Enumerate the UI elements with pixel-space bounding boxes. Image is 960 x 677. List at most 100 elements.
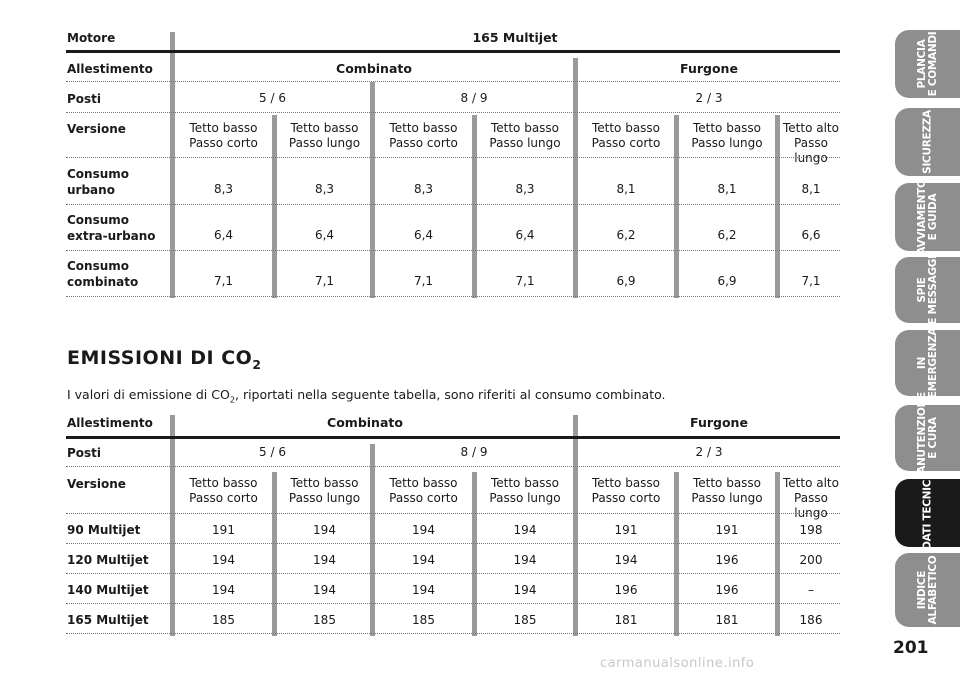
row-separator <box>66 296 840 297</box>
furgone-header: Furgone <box>690 415 748 430</box>
consumption-value: 6,2 <box>717 228 737 242</box>
emission-value: 194 <box>513 523 537 537</box>
furgone-header: Furgone <box>680 61 738 76</box>
row-label: Consumo <box>67 213 130 227</box>
version-cell: Tetto basso Passo corto <box>578 121 674 151</box>
column-divider <box>472 115 477 298</box>
version-cell: Tetto basso Passo lungo <box>277 476 372 506</box>
version-cell: Tetto basso Passo lungo <box>679 121 775 151</box>
version-cell: Tetto basso Passo lungo <box>477 121 573 151</box>
tab-plancia-e-comandi[interactable]: PLANCIA E COMANDI <box>895 30 960 98</box>
version-line: Tetto basso <box>189 121 258 135</box>
consumption-value: 6,2 <box>616 228 636 242</box>
version-line: Tetto basso <box>692 476 762 490</box>
version-line: Tetto basso <box>389 121 458 135</box>
tab-spie-e-messaggi[interactable]: SPIE E MESSAGGI <box>895 255 960 325</box>
column-divider <box>573 415 578 636</box>
consumption-value: 8,1 <box>717 182 737 196</box>
version-line: Passo corto <box>389 136 458 150</box>
emission-value: 194 <box>313 553 336 567</box>
emission-value: 194 <box>313 583 336 597</box>
posti-value: 2 / 3 <box>695 91 723 105</box>
row-separator <box>66 157 840 158</box>
version-line: Passo lungo <box>288 491 361 505</box>
row-separator <box>66 466 840 467</box>
tab-in-emergenza[interactable]: IN EMERGENZA <box>895 327 960 399</box>
version-cell: Tetto alto Passo lungo <box>780 121 842 166</box>
combinato-header: Combinato <box>327 415 403 430</box>
version-line: Passo lungo <box>691 491 763 505</box>
column-divider <box>170 32 175 298</box>
emission-value: 191 <box>715 523 739 537</box>
posti-value: 8 / 9 <box>460 91 488 105</box>
posti-value: 2 / 3 <box>695 445 723 459</box>
row-label: extra-urbano <box>67 229 156 243</box>
emission-value: 196 <box>715 583 739 597</box>
column-divider <box>370 444 375 636</box>
emission-value: 181 <box>614 613 638 627</box>
row-label: 90 Multijet <box>67 523 141 537</box>
version-line: Tetto basso <box>692 121 762 135</box>
consumption-value: 6,4 <box>413 228 434 242</box>
posti-value: 8 / 9 <box>460 445 488 459</box>
emission-value: 191 <box>212 523 235 537</box>
motore-label: Motore <box>67 31 116 45</box>
tab-label: MANUTENZIONE E CURA <box>915 392 939 484</box>
version-line: Tetto basso <box>290 476 359 490</box>
row-separator <box>66 513 840 514</box>
tab-indice-alfabetico[interactable]: INDICE ALFABETICO <box>895 553 960 627</box>
row-separator <box>66 573 840 574</box>
version-line: Tetto basso <box>591 476 661 490</box>
column-divider <box>272 115 277 298</box>
header-rule <box>66 436 840 439</box>
consumption-value: 7,1 <box>801 274 821 288</box>
row-separator <box>66 250 840 251</box>
allestimento-label: Allestimento <box>67 62 153 76</box>
version-line: Passo lungo <box>288 136 361 150</box>
row-separator <box>66 112 840 113</box>
consumption-value: 8,3 <box>213 182 234 196</box>
tab-label: IN EMERGENZA <box>915 327 939 399</box>
column-divider <box>674 115 679 298</box>
emission-value: 194 <box>212 583 235 597</box>
consumption-value: 6,9 <box>717 274 737 288</box>
consumption-value: 8,3 <box>413 182 434 196</box>
column-divider <box>573 58 578 298</box>
version-line: Tetto basso <box>290 121 359 135</box>
tab-dati-tecnici[interactable]: DATI TECNICI <box>895 476 960 550</box>
emission-value: 200 <box>799 553 823 567</box>
column-divider <box>272 472 277 636</box>
version-line: Tetto basso <box>490 121 560 135</box>
consumption-value: 8,1 <box>801 182 821 196</box>
emission-value: 194 <box>212 553 235 567</box>
version-line: Tetto alto <box>783 121 839 135</box>
emission-value: 198 <box>799 523 823 537</box>
row-label: 140 Multijet <box>67 583 149 597</box>
version-line: Passo corto <box>591 491 661 505</box>
row-label: combinato <box>67 275 139 289</box>
column-divider <box>170 415 175 636</box>
version-cell: Tetto alto Passo lungo <box>780 476 842 521</box>
combinato-header: Combinato <box>336 61 412 76</box>
row-label: Consumo <box>67 259 130 273</box>
version-line: Tetto alto <box>783 476 839 490</box>
tab-sicurezza[interactable]: SICUREZZA <box>895 108 960 176</box>
version-line: Passo corto <box>591 136 661 150</box>
consumption-value: 7,1 <box>413 274 434 288</box>
version-cell: Tetto basso Passo lungo <box>477 476 573 506</box>
emission-value: 185 <box>412 613 435 627</box>
versione-label: Versione <box>67 122 126 136</box>
row-label: 120 Multijet <box>67 553 149 567</box>
version-line: Passo corto <box>189 136 258 150</box>
posti-value: 5 / 6 <box>259 445 286 459</box>
watermark: carmanualsonline.info <box>600 656 755 671</box>
tab-avviamento-e-guida[interactable]: AVVIAMENTO E GUIDA <box>895 179 960 255</box>
version-line: Passo lungo <box>794 136 828 165</box>
emission-value: 194 <box>513 583 537 597</box>
version-line: Tetto basso <box>591 121 661 135</box>
emission-value: 191 <box>614 523 638 537</box>
tab-manutenzione-e-cura[interactable]: MANUTENZIONE E CURA <box>895 392 960 484</box>
row-separator <box>66 633 840 634</box>
row-separator <box>66 603 840 604</box>
version-cell: Tetto basso Passo lungo <box>679 476 775 506</box>
